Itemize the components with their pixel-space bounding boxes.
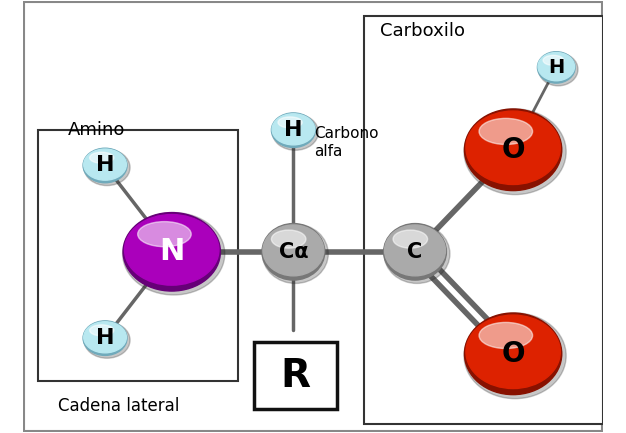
Ellipse shape	[123, 213, 225, 295]
FancyBboxPatch shape	[38, 130, 239, 381]
Ellipse shape	[262, 224, 328, 284]
Ellipse shape	[272, 114, 315, 145]
Ellipse shape	[84, 322, 130, 358]
Text: Amino: Amino	[68, 121, 126, 139]
Ellipse shape	[262, 223, 325, 280]
Ellipse shape	[84, 149, 126, 180]
Ellipse shape	[272, 230, 306, 248]
Ellipse shape	[538, 53, 578, 86]
Ellipse shape	[83, 321, 127, 355]
Ellipse shape	[384, 224, 450, 284]
Text: H: H	[96, 328, 115, 348]
Ellipse shape	[272, 113, 316, 148]
Ellipse shape	[84, 149, 130, 186]
Ellipse shape	[464, 313, 562, 394]
Ellipse shape	[272, 114, 319, 150]
Ellipse shape	[123, 213, 220, 291]
Ellipse shape	[384, 223, 446, 280]
FancyBboxPatch shape	[364, 16, 603, 424]
Text: C: C	[408, 242, 423, 262]
Ellipse shape	[538, 52, 575, 83]
Ellipse shape	[464, 313, 566, 399]
Ellipse shape	[479, 323, 533, 349]
Ellipse shape	[464, 109, 566, 194]
Text: Cadena lateral: Cadena lateral	[58, 397, 179, 415]
Ellipse shape	[263, 225, 324, 276]
Text: H: H	[96, 155, 115, 175]
Ellipse shape	[90, 325, 114, 336]
Ellipse shape	[125, 214, 219, 285]
Ellipse shape	[278, 117, 302, 128]
Text: H: H	[548, 58, 565, 77]
Ellipse shape	[384, 225, 446, 276]
Text: Cα: Cα	[279, 242, 308, 262]
Text: N: N	[159, 237, 185, 266]
Ellipse shape	[83, 148, 127, 183]
Text: Carboxilo: Carboxilo	[380, 22, 464, 39]
Ellipse shape	[538, 52, 575, 81]
Text: O: O	[501, 136, 525, 164]
Text: R: R	[280, 357, 310, 395]
Ellipse shape	[393, 230, 428, 248]
Ellipse shape	[466, 315, 560, 388]
FancyBboxPatch shape	[254, 342, 337, 409]
Ellipse shape	[138, 222, 191, 247]
Ellipse shape	[464, 109, 562, 191]
Text: H: H	[284, 120, 302, 140]
Text: Carbono
alfa: Carbono alfa	[315, 126, 379, 158]
Text: O: O	[501, 340, 525, 368]
Ellipse shape	[479, 118, 533, 145]
FancyBboxPatch shape	[24, 2, 602, 431]
Ellipse shape	[543, 55, 564, 65]
Ellipse shape	[84, 322, 126, 353]
Ellipse shape	[90, 152, 114, 163]
Ellipse shape	[466, 111, 560, 184]
